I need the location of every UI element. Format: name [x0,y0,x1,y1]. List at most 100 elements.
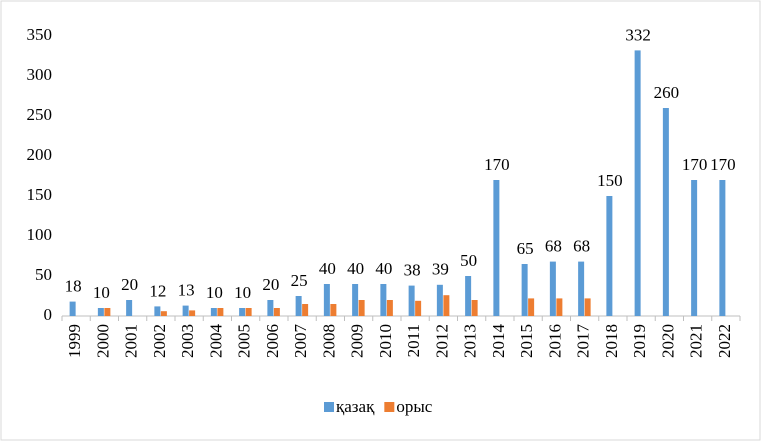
bar [352,284,359,316]
bar [584,298,591,316]
x-tick-label: 2001 [122,324,141,358]
data-label: 150 [597,171,623,190]
x-tick-label: 2018 [602,324,621,358]
x-tick-label: 2009 [348,324,367,358]
y-tick-label: 200 [27,145,53,164]
bar [528,298,535,316]
bar [436,284,443,316]
x-tick-label: 2017 [574,324,593,359]
x-tick-label: 2006 [263,324,282,358]
bar [465,276,472,316]
bar [386,300,393,316]
data-label: 40 [347,259,364,278]
legend-label: қазақ [336,397,375,416]
data-label: 260 [654,83,680,102]
bar [471,300,478,316]
x-tick-label: 2022 [715,324,734,358]
data-label: 170 [710,155,736,174]
bar [634,50,641,317]
bar [267,300,274,316]
bar [578,261,585,316]
x-tick-label: 2000 [93,324,112,358]
bar [160,311,167,316]
data-label: 40 [375,259,392,278]
x-tick-label: 2015 [517,324,536,358]
bar [521,264,528,316]
bar [182,305,189,316]
data-label: 13 [178,281,195,300]
legend-label: орыс [396,397,432,416]
bar [273,308,280,316]
bar [443,295,450,316]
x-tick-label: 2004 [206,324,225,359]
y-tick-label: 50 [35,265,52,284]
bar [691,180,698,316]
bar [210,308,217,316]
x-tick-label: 2003 [178,324,197,358]
bar [97,308,104,316]
y-tick-label: 0 [44,305,53,324]
data-label: 68 [573,237,590,256]
legend-swatch [384,402,395,412]
x-tick-label: 2021 [687,324,706,358]
bar [330,304,337,316]
x-tick-label: 2019 [630,324,649,358]
bar [295,296,302,316]
data-label: 10 [206,283,223,302]
bar [239,308,246,316]
data-label: 10 [93,283,110,302]
bar [217,308,224,316]
bar [69,301,76,316]
x-tick-label: 2012 [432,324,451,358]
bar [719,180,726,316]
legend-swatch [324,402,334,412]
data-label: 170 [484,155,510,174]
bar [662,108,669,316]
data-label: 40 [319,259,336,278]
data-label: 20 [121,275,138,294]
x-tick-label: 2020 [658,324,677,358]
data-label: 65 [517,239,534,258]
bar [380,284,387,316]
x-tick-label: 2010 [376,324,395,358]
data-label: 38 [404,261,421,280]
bar [415,300,422,316]
bar [104,308,111,316]
bar [126,300,133,316]
x-tick-label: 2007 [291,324,310,359]
y-tick-label: 350 [27,25,53,44]
bar [549,261,556,316]
x-tick-label: 1999 [65,324,84,358]
bar [556,298,563,316]
bar [358,300,365,316]
data-label: 50 [460,251,477,270]
data-label: 170 [682,155,708,174]
y-tick-label: 100 [27,225,53,244]
x-tick-label: 2014 [489,324,508,359]
x-tick-label: 2002 [150,324,169,358]
bar [408,285,415,316]
bar [189,310,196,316]
data-label: 20 [262,275,279,294]
bar [606,196,613,316]
data-label: 39 [432,260,449,279]
bar [245,308,252,316]
data-label: 332 [625,25,651,44]
data-label: 18 [65,277,82,296]
data-label: 12 [149,281,166,300]
y-tick-label: 150 [27,185,53,204]
data-label: 25 [291,271,308,290]
x-tick-label: 2013 [461,324,480,358]
y-tick-label: 250 [27,105,53,124]
data-label: 68 [545,237,562,256]
y-tick-label: 300 [27,65,53,84]
x-tick-label: 2011 [404,324,423,357]
x-tick-label: 2005 [235,324,254,358]
x-tick-label: 2016 [545,324,564,358]
bar [323,284,330,316]
bar [493,180,500,316]
bar [154,306,161,316]
x-tick-label: 2008 [319,324,338,358]
